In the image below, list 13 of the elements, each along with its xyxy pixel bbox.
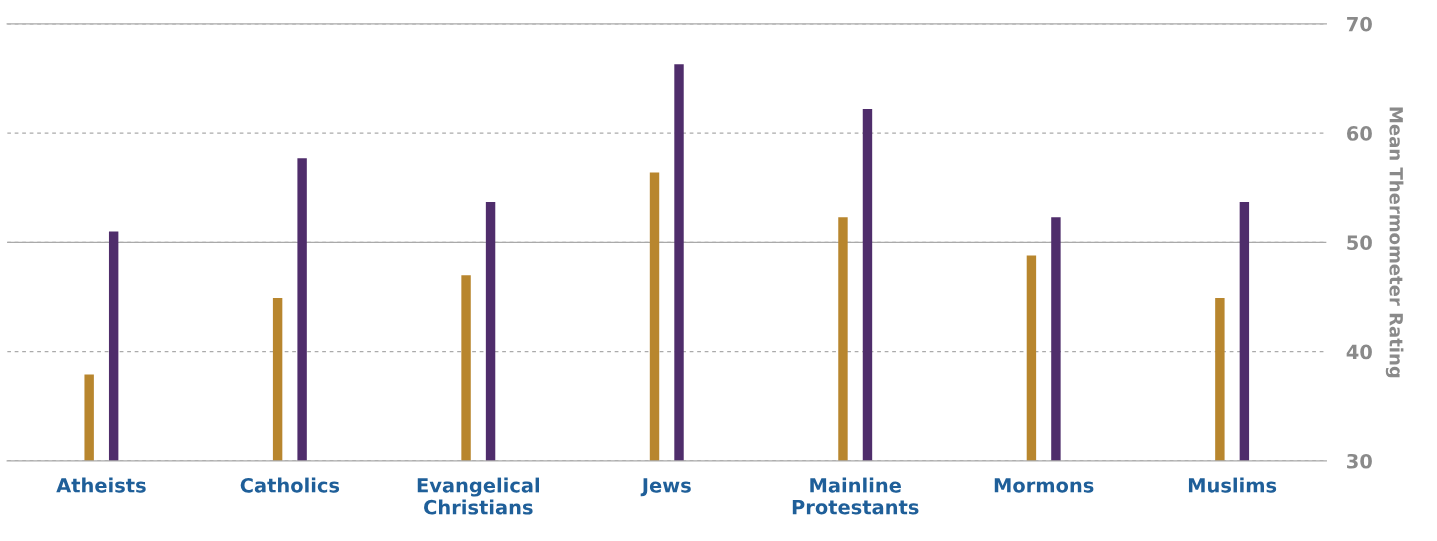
x-tick-label: Evangelical Christians — [417, 477, 540, 515]
x-tick-label: Mainline Protestants — [792, 477, 919, 515]
x-tick-label: Muslims — [1188, 477, 1277, 493]
y-tick-label: 40 — [1346, 344, 1372, 360]
x-tick-label: Catholics — [240, 477, 340, 493]
y-tick-label: 30 — [1347, 453, 1372, 469]
x-tick-label: Mormons — [994, 478, 1094, 493]
y-tick-label: 60 — [1347, 126, 1372, 141]
y-tick-label: 70 — [1347, 16, 1372, 32]
y-axis-title: Mean Thermometer Rating — [1385, 107, 1404, 378]
x-tick-label: Atheists — [56, 477, 146, 493]
y-tick-label: 50 — [1347, 235, 1372, 251]
x-tick-label: Jews — [640, 478, 691, 497]
